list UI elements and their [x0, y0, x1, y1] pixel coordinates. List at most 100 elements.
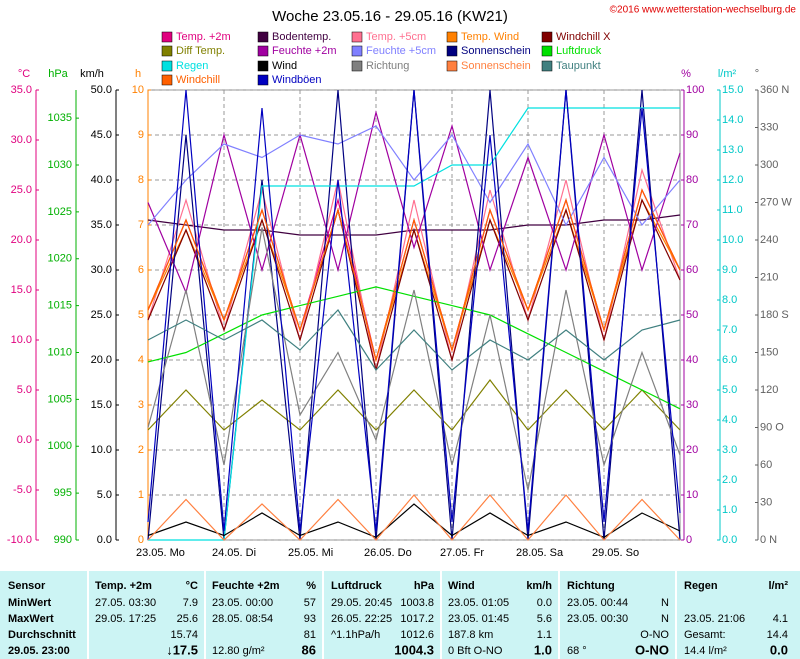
y-tick-label: 25.0 [91, 309, 112, 321]
y-tick-label: 1.0 [722, 504, 737, 516]
axis-unit: l/m² [718, 68, 737, 80]
legend-label: Temp. Wind [461, 31, 519, 43]
table-cell: 0.0 [537, 597, 552, 609]
table-cell: 29.05. 17:25 [95, 613, 156, 625]
y-tick-label: 3 [138, 399, 144, 411]
y-tick-label: 15.0 [91, 399, 112, 411]
table-cell: 23.05. 21:06 [684, 613, 745, 625]
table-cell: 23.05. 00:00 [212, 597, 273, 609]
legend-swatch [161, 74, 173, 86]
table-cell: 81 [304, 629, 316, 641]
y-tick-label: 2 [138, 444, 144, 456]
y-tick-label: 80 [686, 174, 698, 186]
table-cell: Gesamt: [684, 629, 726, 641]
y-tick-label: 60 [760, 459, 772, 471]
table-cell: 93 [304, 613, 316, 625]
y-tick-label: 30 [760, 496, 772, 508]
copyright: ©2016 www.wetterstation-wechselburg.de [610, 5, 797, 16]
y-tick-label: 60 [686, 264, 698, 276]
y-tick-label: 4 [138, 354, 144, 366]
series-line [147, 309, 681, 371]
table-cell: 1017.2 [400, 613, 434, 625]
legend-swatch [257, 45, 269, 57]
table-cell: 14.4 [767, 629, 788, 641]
table-cell: 1003.8 [400, 597, 434, 609]
table-cell: 23.05. 01:05 [448, 597, 509, 609]
legend-swatch [541, 45, 553, 57]
table-background [0, 571, 800, 659]
legend-swatch [161, 60, 173, 72]
table-cell: km/h [526, 580, 552, 592]
y-tick-label: 3.0 [722, 444, 737, 456]
y-tick-label: 90 [686, 129, 698, 141]
legend-label: Sonnenschein [461, 60, 531, 72]
legend-label: Richtung [366, 60, 409, 72]
x-tick-label: 29.05. So [592, 547, 639, 559]
y-tick-label: 210 [760, 271, 778, 283]
y-tick-label: 5.0 [97, 489, 112, 501]
axis-unit: h [135, 68, 141, 80]
y-tick-label: 45.0 [91, 129, 112, 141]
legend-label: Windchill X [556, 31, 611, 43]
table-cell: Sensor [8, 580, 46, 592]
y-tick-label: 10.0 [11, 334, 32, 346]
table-cell: Luftdruck [331, 580, 383, 592]
y-tick-label: 10 [132, 84, 144, 96]
y-tick-label: 120 [760, 384, 778, 396]
table-cell: MinWert [8, 597, 52, 609]
y-tick-label: 0.0 [97, 534, 112, 546]
legend-swatch [351, 60, 363, 72]
table-cell: 57 [304, 597, 316, 609]
y-tick-label: 35.0 [11, 84, 32, 96]
x-tick-label: 24.05. Di [212, 547, 256, 559]
table-cell: l/m² [768, 580, 788, 592]
y-tick-label: 10 [686, 489, 698, 501]
y-tick-label: 1025 [48, 206, 72, 218]
y-tick-label: 20.0 [91, 354, 112, 366]
y-tick-label: 12.0 [722, 174, 743, 186]
legend-swatch [161, 31, 173, 43]
table-cell: ^1.1hPa/h [331, 629, 380, 641]
y-tick-label: 100 [686, 84, 704, 96]
legend-label: Wind [272, 60, 297, 72]
table-cell: 5.6 [537, 613, 552, 625]
table-cell: 187.8 km [448, 629, 493, 641]
axis-unit: ° [755, 68, 759, 80]
y-tick-label: 30 [686, 399, 698, 411]
table-cell: N [661, 597, 669, 609]
table-cell: 68 ° [567, 645, 587, 657]
legend-swatch [161, 45, 173, 57]
x-tick-label: 26.05. Do [364, 547, 412, 559]
y-tick-label: 8 [138, 174, 144, 186]
legend-label: Temp. +5cm [366, 31, 426, 43]
table-cell: 1.1 [537, 629, 552, 641]
axis-unit: hPa [48, 68, 68, 80]
y-tick-label: 9.0 [722, 264, 737, 276]
legend-swatch [351, 45, 363, 57]
axis-unit: % [681, 68, 691, 80]
y-tick-label: 0 N [760, 534, 777, 546]
y-tick-label: 7.0 [722, 324, 737, 336]
y-tick-label: 30.0 [11, 134, 32, 146]
table-cell: 23.05. 00:30 [567, 613, 628, 625]
table-cell: 0 Bft O-NO [448, 645, 503, 657]
y-tick-label: 2.0 [722, 474, 737, 486]
table-cell: 1004.3 [394, 642, 434, 657]
y-tick-label: 25.0 [11, 184, 32, 196]
y-tick-label: 270 W [760, 196, 792, 208]
legend-label: Regen [176, 60, 208, 72]
legend-swatch [351, 31, 363, 43]
table-cell: 28.05. 08:54 [212, 613, 273, 625]
x-tick-label: 23.05. Mo [136, 547, 185, 559]
y-tick-label: 20.0 [11, 234, 32, 246]
y-tick-label: 0 [138, 534, 144, 546]
y-tick-label: 13.0 [722, 144, 743, 156]
table-cell: hPa [414, 580, 435, 592]
series-line [147, 188, 681, 363]
table-cell: Wind [448, 580, 475, 592]
y-tick-label: 1010 [48, 346, 72, 358]
y-tick-label: -10.0 [7, 534, 32, 546]
legend-label: Feuchte +2m [272, 45, 337, 57]
y-tick-label: -5.0 [13, 484, 32, 496]
